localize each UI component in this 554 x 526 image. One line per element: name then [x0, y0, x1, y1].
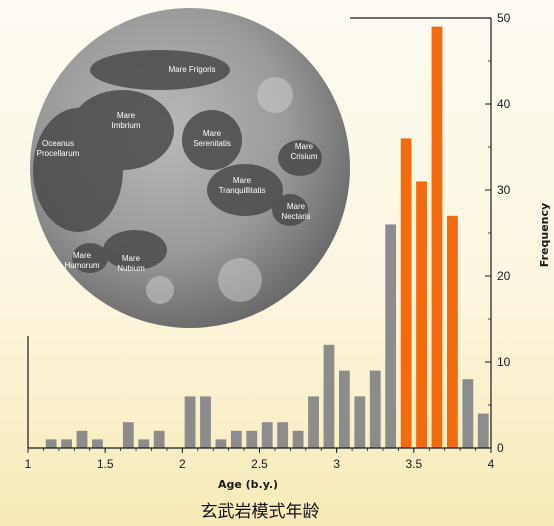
bar-gray-22 [477, 413, 489, 448]
bar-gray-3 [92, 439, 103, 448]
bar-gray-12 [261, 422, 273, 448]
bar-gray-20 [385, 224, 397, 448]
moon-label-mare-nubium: Mare Nubium [117, 254, 145, 273]
bar-orange-1 [416, 181, 427, 448]
bar-orange-3 [447, 215, 458, 448]
y-axis-ticks: 0 10 20 30 40 50 [485, 11, 511, 455]
moon-label-mare-tranquillitatis: Mare Tranquillitatis [219, 176, 266, 195]
moon-image [30, 8, 350, 328]
bar-gray-11 [246, 430, 258, 448]
bar-gray-16 [323, 344, 335, 448]
x-tick-label: 2.5 [251, 457, 268, 471]
moon-label-mare-serenitatis: Mare Serenitatis [193, 129, 231, 148]
bar-gray-13 [277, 422, 289, 448]
y-tick-label: 20 [497, 269, 511, 283]
bar-gray-18 [354, 396, 366, 448]
bar-gray-9 [215, 439, 227, 448]
y-tick-label: 0 [497, 441, 504, 455]
y-axis-title: Frequency [538, 203, 551, 267]
bar-gray-4 [122, 422, 134, 448]
x-tick-label: 3 [333, 457, 340, 471]
bar-gray-6 [153, 430, 165, 448]
x-tick-label: 1.5 [97, 457, 114, 471]
x-tick-label: 4 [488, 457, 495, 471]
bar-gray-2 [76, 430, 88, 448]
moon-label-oceanus-procellarum: Oceanus Procellarum [37, 139, 80, 158]
bar-gray-5 [138, 439, 150, 448]
moon-label-mare-nectaris: Mare Nectaris [281, 202, 310, 221]
moon-label-mare-humorum: Mare Humorum [64, 251, 99, 270]
moon-label-mare-crisium: Mare Crisium [290, 142, 317, 161]
x-tick-label: 2 [179, 457, 186, 471]
bar-gray-19 [369, 370, 381, 448]
bar-gray-1 [61, 439, 72, 448]
y-tick-label: 10 [497, 355, 511, 369]
x-tick-label: 1 [25, 457, 32, 471]
bar-gray-17 [338, 370, 350, 448]
bar-gray-14 [292, 430, 304, 448]
bar-orange-2 [431, 26, 443, 448]
y-tick-label: 50 [497, 11, 511, 25]
moon-label-mare-frigoris: Mare Frigoris [168, 65, 215, 74]
bar-gray-7 [184, 396, 196, 448]
bar-gray-15 [308, 396, 319, 448]
bar-gray-10 [230, 430, 242, 448]
x-axis-ticks: 1 1.5 2 2.5 3 3.5 4 [25, 448, 495, 471]
bar-gray-8 [200, 396, 211, 448]
bar-gray-21 [462, 379, 474, 448]
caption: 玄武岩模式年龄 [200, 502, 320, 522]
bar-gray-0 [45, 439, 57, 448]
moon-label-mare-imbrium: Mare Imbrium [112, 111, 141, 130]
y-tick-label: 30 [497, 183, 511, 197]
x-tick-label: 3.5 [405, 457, 422, 471]
y-tick-label: 40 [497, 97, 511, 111]
bar-orange-0 [400, 138, 412, 448]
x-axis-title: Age (b.y.) [218, 478, 278, 491]
